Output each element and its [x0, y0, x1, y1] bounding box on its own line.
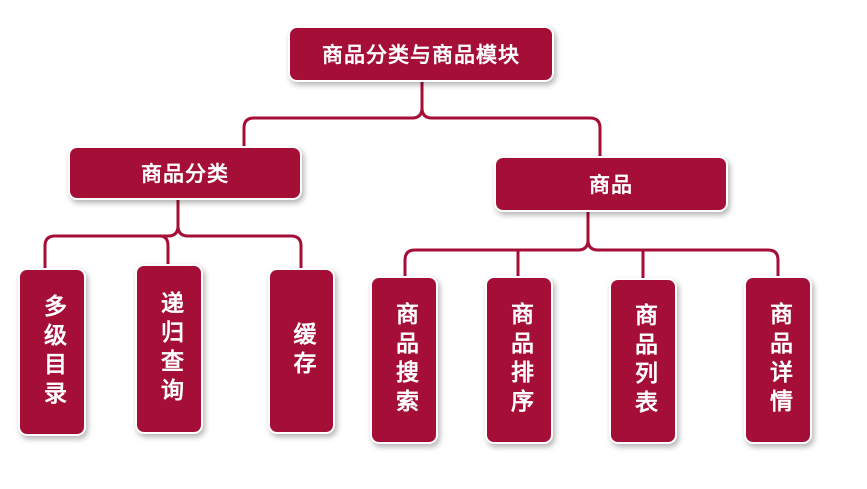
leaf-node-label: 商品详情 — [765, 302, 792, 418]
root-node-label: 商品分类与商品模块 — [322, 43, 520, 67]
leaf-node-label: 商品排序 — [506, 302, 533, 418]
leaf-node-recursive-query: 递归查询 — [137, 266, 201, 432]
leaf-node-product-sort: 商品排序 — [487, 278, 551, 442]
product-node-label: 商品 — [589, 173, 633, 197]
category-node-label: 商品分类 — [141, 162, 229, 186]
root-node: 商品分类与商品模块 — [290, 28, 552, 80]
leaf-node-label: 递归查询 — [156, 291, 183, 407]
leaf-node-label: 多级目录 — [39, 294, 66, 410]
leaf-node-label: 缓存 — [289, 322, 315, 380]
connector-category-to-children — [43, 198, 303, 274]
leaf-node-label: 商品搜索 — [391, 302, 418, 418]
leaf-node-product-list: 商品列表 — [611, 280, 675, 442]
connector-product-to-children — [403, 208, 780, 284]
leaf-node-multilevel-directory: 多级目录 — [20, 270, 84, 434]
leaf-node-cache: 缓存 — [270, 270, 333, 432]
leaf-node-product-search: 商品搜索 — [372, 278, 436, 442]
category-node: 商品分类 — [70, 148, 300, 198]
product-node: 商品 — [496, 158, 726, 210]
leaf-node-label: 商品列表 — [630, 303, 657, 419]
connector-root-to-groups — [242, 80, 602, 162]
leaf-node-product-detail: 商品详情 — [746, 278, 810, 442]
